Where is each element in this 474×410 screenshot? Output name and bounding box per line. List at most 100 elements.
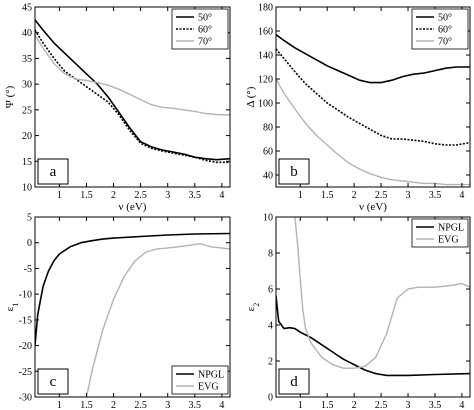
y-tick-label: 140 bbox=[258, 51, 273, 62]
panel-letter: c bbox=[50, 374, 57, 390]
legend-label: 60° bbox=[438, 25, 452, 36]
x-tick-label: 4 bbox=[459, 400, 464, 410]
y-tick-label: 6 bbox=[268, 285, 273, 296]
x-tick-label: 2.5 bbox=[134, 400, 147, 410]
series-line-NPGL bbox=[35, 232, 230, 346]
y-tick-label: 35 bbox=[22, 54, 32, 65]
y-tick-label: 4 bbox=[268, 321, 273, 332]
panel-letter-box bbox=[37, 158, 69, 185]
x-tick-label: 2 bbox=[352, 190, 357, 201]
y-tick-label: -25 bbox=[19, 367, 32, 378]
legend-label: NPGL bbox=[198, 370, 224, 381]
x-tick-label: 3 bbox=[406, 400, 411, 410]
y-tick-label: 8 bbox=[268, 249, 273, 260]
panel-letter: a bbox=[50, 164, 57, 180]
series-line-60° bbox=[276, 48, 470, 146]
legend-label: EVG bbox=[198, 382, 219, 393]
plot-frame bbox=[275, 6, 471, 188]
y-tick-label: 180 bbox=[258, 3, 273, 14]
y-tick-label: -30 bbox=[19, 393, 32, 404]
series-line-EVG bbox=[294, 217, 470, 369]
y-tick-label: 2 bbox=[268, 357, 273, 368]
series-line-NPGL bbox=[276, 296, 470, 377]
y-axis-label: ε1 bbox=[4, 303, 20, 312]
y-tick-label: 120 bbox=[258, 75, 273, 86]
y-tick-label: 45 bbox=[22, 3, 32, 14]
series-line-70° bbox=[35, 34, 230, 116]
x-tick-label: 3.5 bbox=[429, 400, 442, 410]
x-tick-label: 1.5 bbox=[80, 190, 93, 201]
y-tick-label: 80 bbox=[263, 123, 273, 134]
panel-b: 1 1.5 2 2.5 3 3.5 4 40 60 80 100 120 140 160 180 Δ (°) ν… bbox=[245, 3, 471, 213]
y-axis-label: Δ (°) bbox=[245, 86, 257, 107]
legend-label: 50° bbox=[198, 13, 212, 24]
x-tick-label: 1 bbox=[57, 400, 62, 410]
panel-letter: d bbox=[290, 374, 298, 390]
legend-box bbox=[171, 365, 229, 395]
x-tick-label: 2.5 bbox=[375, 400, 388, 410]
x-tick-label: 1.5 bbox=[321, 400, 334, 410]
series-line-50° bbox=[276, 33, 470, 84]
panel-letter: b bbox=[290, 164, 298, 180]
panel-letter-box bbox=[37, 368, 69, 395]
x-axis-label: ν (eV) bbox=[119, 201, 147, 213]
y-tick-label: 160 bbox=[258, 27, 273, 38]
y-tick-label: 10 bbox=[263, 213, 273, 224]
x-tick-label: 3 bbox=[165, 400, 170, 410]
x-tick-label: 4 bbox=[219, 190, 224, 201]
x-tick-label: 3 bbox=[165, 190, 170, 201]
legend-label: EVG bbox=[438, 235, 459, 246]
plot-frame bbox=[275, 216, 471, 398]
y-tick-label: 20 bbox=[22, 131, 32, 142]
x-tick-label: 2 bbox=[111, 400, 116, 410]
legend-label: 70° bbox=[438, 37, 452, 48]
x-tick-label: 2.5 bbox=[134, 190, 147, 201]
x-tick-label: 1 bbox=[298, 190, 303, 201]
panel-a: 1 1.5 2 2.5 3 3.5 4 10 15 20 25 30 35 40 45 Ψ (°) ν (eV)… bbox=[4, 3, 231, 213]
y-tick-label: 60 bbox=[263, 147, 273, 158]
y-tick-label: 30 bbox=[22, 80, 32, 91]
y-tick-label: 40 bbox=[263, 171, 273, 182]
y-tick-label: -20 bbox=[19, 341, 32, 352]
x-tick-label: 1 bbox=[298, 400, 303, 410]
y-tick-label: 15 bbox=[22, 157, 32, 168]
panel-letter-box bbox=[278, 368, 310, 395]
x-tick-label: 3.5 bbox=[189, 400, 202, 410]
legend-label: 70° bbox=[198, 37, 212, 48]
x-tick-label: 2.5 bbox=[375, 190, 388, 201]
y-tick-label: 0 bbox=[27, 238, 32, 249]
y-tick-label: -10 bbox=[19, 290, 32, 301]
series-line-50° bbox=[35, 19, 230, 161]
panel-letter-box bbox=[278, 158, 310, 185]
y-tick-label: 100 bbox=[258, 99, 273, 110]
x-tick-label: 1 bbox=[57, 190, 62, 201]
series-line-60° bbox=[35, 29, 230, 164]
panel-c: 1 1.5 2 2.5 3 3.5 4 -30 -25 -20 -15 -10 -5 0 5 ε1 c NPGLE… bbox=[4, 213, 231, 410]
x-tick-label: 1.5 bbox=[80, 400, 93, 410]
y-axis-label: ε2 bbox=[245, 303, 261, 312]
legend-box bbox=[411, 218, 469, 248]
legend-label: 50° bbox=[438, 13, 452, 24]
y-tick-label: 5 bbox=[27, 213, 32, 224]
x-tick-label: 3.5 bbox=[429, 190, 442, 201]
x-axis-label: ν (eV) bbox=[359, 201, 387, 213]
y-tick-label: 10 bbox=[22, 183, 32, 194]
x-tick-label: 4 bbox=[219, 400, 224, 410]
plot-frame bbox=[34, 216, 231, 398]
legend-label: 60° bbox=[198, 25, 212, 36]
y-tick-label: 0 bbox=[268, 393, 273, 404]
y-tick-label: -15 bbox=[19, 315, 32, 326]
series-line-EVG bbox=[85, 242, 230, 397]
y-axis-label: Ψ (°) bbox=[4, 85, 16, 108]
y-tick-label: 25 bbox=[22, 105, 32, 116]
y-tick-label: 40 bbox=[22, 28, 32, 39]
x-tick-label: 3 bbox=[406, 190, 411, 201]
x-tick-label: 4 bbox=[459, 190, 464, 201]
legend-label: NPGL bbox=[438, 223, 464, 234]
x-tick-label: 2 bbox=[352, 400, 357, 410]
y-tick-label: -5 bbox=[24, 264, 32, 275]
x-tick-label: 2 bbox=[111, 190, 116, 201]
plot-frame bbox=[34, 6, 231, 188]
